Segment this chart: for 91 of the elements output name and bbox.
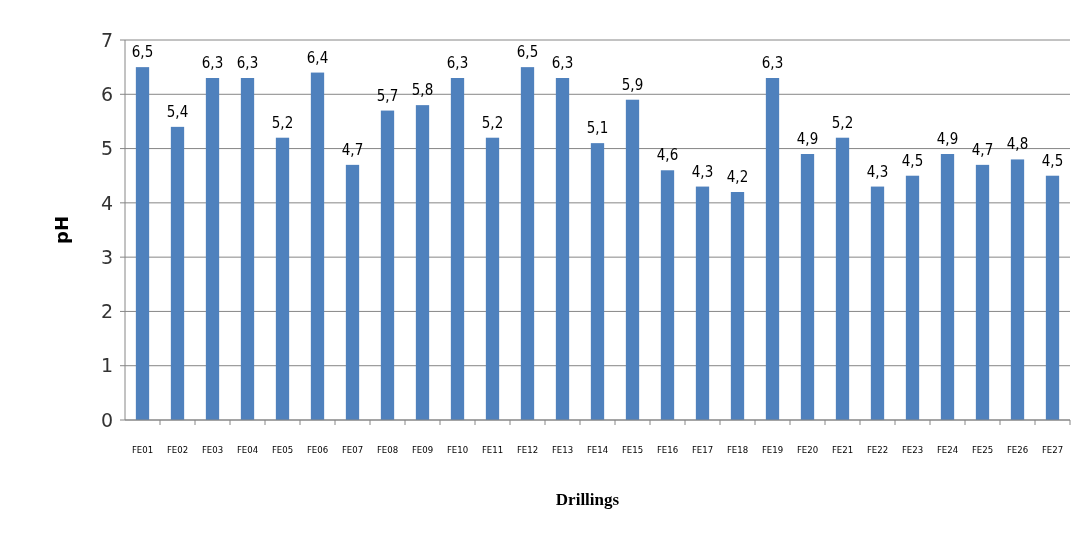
x-tick-label: FE08 [376, 444, 399, 455]
bar [240, 78, 255, 420]
y-axis-title: pH [51, 216, 72, 244]
data-label: 5,8 [411, 81, 434, 100]
data-label: 5,2 [831, 113, 854, 132]
bar [555, 78, 570, 420]
bar [205, 78, 220, 420]
data-label: 4,7 [971, 140, 994, 159]
bar [695, 186, 710, 420]
x-tick-label: FE22 [866, 444, 889, 455]
data-label: 4,3 [866, 162, 889, 181]
y-tick-label: 0 [100, 408, 113, 431]
bar [975, 164, 990, 420]
y-tick-label: 3 [100, 245, 113, 268]
bar [380, 110, 395, 420]
bar [170, 126, 185, 420]
bar [135, 67, 150, 420]
data-label: 4,2 [726, 168, 749, 186]
bar [765, 78, 780, 420]
data-label: 5,4 [166, 102, 189, 121]
data-label: 6,3 [551, 54, 574, 72]
bar [310, 72, 325, 420]
x-tick-label: FE20 [796, 444, 819, 455]
bar [590, 143, 605, 420]
bar [1045, 175, 1060, 420]
x-axis-title: Drillings [555, 490, 620, 509]
x-tick-label: FE16 [656, 444, 679, 455]
y-tick-label: 7 [100, 28, 113, 51]
x-tick-label: FE19 [761, 444, 784, 455]
x-tick-label: FE25 [971, 444, 994, 455]
y-tick-label: 2 [100, 300, 113, 323]
data-label: 4,6 [656, 146, 679, 165]
x-tick-label: FE05 [271, 444, 294, 455]
x-tick-label: FE17 [691, 444, 714, 455]
x-tick-label: FE04 [236, 444, 259, 455]
data-label: 4,3 [691, 162, 714, 181]
data-label: 4,9 [936, 130, 959, 148]
data-label: 5,2 [271, 113, 294, 132]
data-label: 5,7 [376, 86, 399, 105]
x-tick-label: FE10 [446, 444, 469, 455]
data-label: 4,5 [1041, 151, 1064, 170]
x-tick-label: FE27 [1041, 444, 1064, 455]
data-label: 4,7 [341, 140, 364, 159]
bar [450, 78, 465, 420]
data-label: 6,3 [446, 54, 469, 72]
bar [415, 105, 430, 420]
bar [730, 192, 745, 420]
bar [870, 186, 885, 420]
x-tick-label: FE01 [131, 444, 154, 455]
data-label: 6,3 [201, 54, 224, 72]
data-label: 6,3 [236, 54, 259, 72]
bar [660, 170, 675, 420]
x-tick-label: FE07 [341, 444, 364, 455]
x-tick-label: FE21 [831, 444, 854, 455]
x-tick-label: FE24 [936, 444, 959, 455]
x-tick-label: FE11 [481, 444, 504, 455]
data-label: 5,2 [481, 113, 504, 132]
bar [520, 67, 535, 420]
data-label: 5,1 [586, 119, 609, 138]
x-tick-label: FE03 [201, 444, 224, 455]
x-tick-label: FE15 [621, 444, 644, 455]
y-tick-label: 6 [100, 82, 113, 105]
x-tick-label: FE12 [516, 444, 539, 455]
y-tick-label: 1 [100, 354, 113, 377]
x-tick-label: FE09 [411, 444, 434, 455]
bar [625, 99, 640, 420]
data-label: 4,9 [796, 130, 819, 148]
x-tick-label: FE26 [1006, 444, 1029, 455]
data-label: 6,4 [306, 48, 329, 67]
y-tick-label: 4 [100, 191, 113, 214]
bar [905, 175, 920, 420]
y-tick-label: 5 [100, 137, 113, 160]
x-tick-label: FE02 [166, 444, 189, 455]
bar [835, 137, 850, 420]
bar [275, 137, 290, 420]
bar [1010, 159, 1025, 420]
bar [485, 137, 500, 420]
bar [800, 154, 815, 420]
data-label: 4,8 [1006, 135, 1029, 154]
data-label: 5,9 [621, 75, 644, 94]
data-label: 4,5 [901, 151, 924, 170]
x-tick-label: FE23 [901, 444, 924, 455]
x-tick-label: FE06 [306, 444, 329, 455]
bar [345, 164, 360, 420]
data-label: 6,5 [516, 43, 539, 62]
data-label: 6,3 [761, 54, 784, 72]
bar [940, 154, 955, 420]
x-tick-label: FE18 [726, 444, 749, 455]
x-tick-label: FE13 [551, 444, 574, 455]
data-label: 6,5 [131, 43, 154, 62]
x-tick-label: FE14 [586, 444, 609, 455]
